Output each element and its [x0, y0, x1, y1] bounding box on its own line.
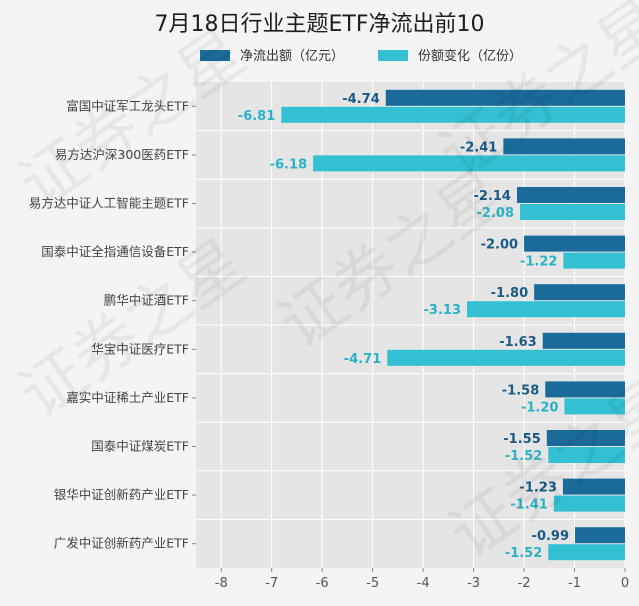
legend-swatch [378, 50, 408, 61]
bar-share-change [313, 155, 625, 172]
legend: 净流出额（亿元） 份额变化（亿份） [200, 48, 522, 64]
x-tick-label: -7 [265, 576, 278, 591]
legend-swatch [200, 50, 230, 61]
data-label: -2.00 [481, 238, 518, 253]
x-tick-label: -3 [467, 576, 480, 591]
bar-share-change [281, 106, 625, 123]
data-label: -2.08 [477, 206, 514, 221]
x-tick-label: -5 [366, 576, 379, 591]
data-label: -1.52 [505, 449, 542, 464]
data-label: -1.41 [510, 498, 547, 513]
x-tick-label: -1 [568, 576, 581, 591]
bar-share-change [387, 349, 625, 366]
legend-label: 净流出额（亿元） [240, 49, 344, 64]
bar-share-change [548, 447, 625, 463]
bar-net-outflow [575, 527, 625, 544]
x-tick-label: -2 [518, 576, 531, 591]
data-label: -0.99 [532, 529, 569, 544]
category-label: 国泰中证全指通信设备ETF [41, 244, 189, 259]
data-label: -1.58 [502, 383, 539, 398]
bar-share-change [553, 495, 625, 512]
data-label: -1.20 [521, 400, 558, 415]
data-label: -1.52 [505, 546, 542, 561]
data-label: -1.63 [499, 335, 536, 350]
bar-net-outflow [524, 235, 625, 252]
x-tick-label: -4 [417, 576, 430, 591]
x-tick-label: -8 [215, 576, 228, 591]
bar-share-change [563, 252, 625, 269]
data-label: -1.55 [503, 432, 540, 447]
bar-share-change [520, 204, 625, 220]
legend-label: 份额变化（亿份） [418, 48, 522, 64]
data-label: -1.80 [491, 286, 528, 301]
bar-share-change [467, 301, 625, 318]
bar-net-outflow [545, 381, 625, 398]
category-label: 国泰中证煤炭ETF [91, 439, 189, 454]
bar-net-outflow [534, 284, 625, 301]
data-label: -2.14 [474, 189, 511, 204]
data-label: -1.23 [519, 481, 556, 496]
x-tick-label: -6 [316, 576, 329, 591]
bar-net-outflow [542, 332, 625, 349]
data-label: -1.22 [520, 255, 557, 270]
data-label: -4.74 [342, 92, 379, 107]
category-label: 易方达沪深300医药ETF [55, 147, 189, 162]
category-label: 嘉实中证稀土产业ETF [66, 390, 189, 405]
bar-net-outflow [503, 138, 625, 155]
category-label: 广发中证创新药产业ETF [54, 536, 189, 551]
chart-title: 7月18日行业主题ETF净流出前10 [154, 12, 485, 37]
bar-share-change [548, 544, 625, 561]
bar-share-change [564, 398, 625, 415]
x-tick-label: 0 [621, 576, 629, 591]
bar-net-outflow [562, 478, 625, 495]
category-label: 鹏华中证酒ETF [104, 293, 189, 308]
data-label: -3.13 [424, 303, 461, 318]
bar-net-outflow [516, 187, 625, 203]
data-label: -4.71 [344, 352, 381, 367]
category-label: 易方达中证人工智能主题ETF [29, 196, 189, 211]
category-label: 富国中证军工龙头ETF [66, 98, 189, 113]
category-label: 华宝中证医疗ETF [91, 341, 189, 356]
data-label: -2.41 [460, 140, 497, 155]
category-label: 银华中证创新药产业ETF [54, 487, 189, 502]
data-label: -6.81 [238, 109, 275, 124]
data-label: -6.18 [270, 157, 307, 172]
bar-net-outflow [546, 430, 625, 446]
bar-net-outflow [385, 89, 625, 106]
